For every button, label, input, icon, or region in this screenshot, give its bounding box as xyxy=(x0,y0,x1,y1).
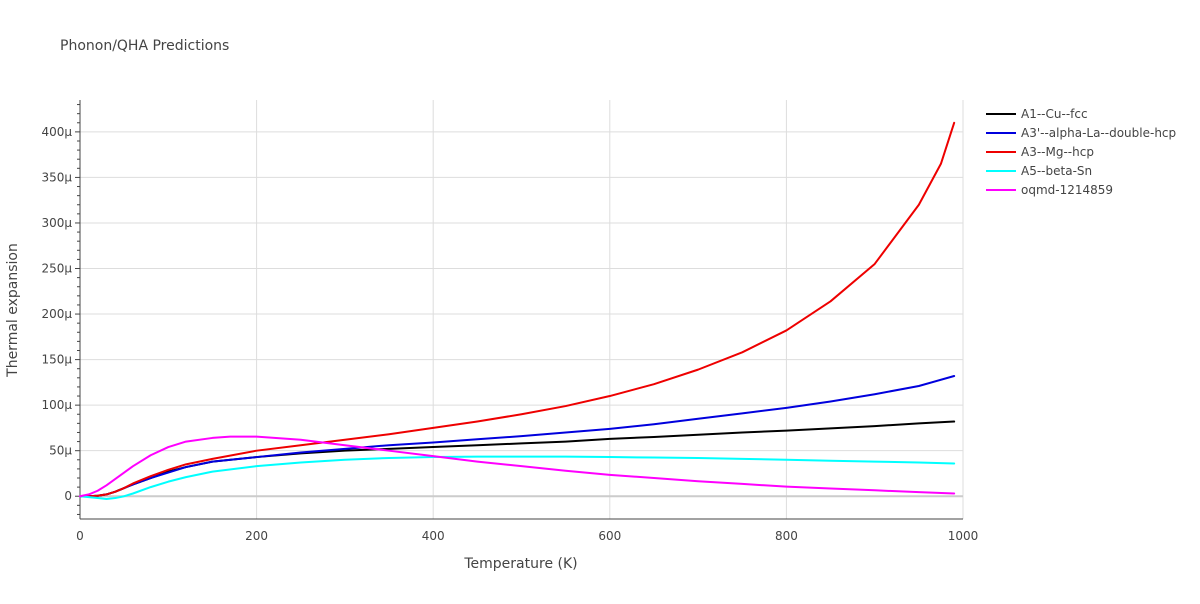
y-tick-label: 50μ xyxy=(49,444,72,458)
x-tick-label: 600 xyxy=(598,529,621,543)
legend-label: A5--beta-Sn xyxy=(1021,164,1092,178)
y-tick-label: 200μ xyxy=(41,307,72,321)
series-lines xyxy=(79,121,956,500)
x-tick-label: 1000 xyxy=(948,529,979,543)
legend-label: A3--Mg--hcp xyxy=(1021,145,1094,159)
axes: 0 200 400 600 800 1000 0 50μ 100μ 150μ 200μ 250μ 300… xyxy=(41,100,978,543)
legend-label: oqmd-1214859 xyxy=(1021,183,1113,197)
x-tick-label: 800 xyxy=(775,529,798,543)
legend-item-2[interactable]: A3--Mg--hcp xyxy=(986,145,1094,159)
grid xyxy=(80,100,964,519)
series-line-1[interactable] xyxy=(79,374,956,498)
chart-title: Phonon/QHA Predictions xyxy=(60,38,229,54)
legend-label: A1--Cu--fcc xyxy=(1021,107,1088,121)
y-tick-label: 100μ xyxy=(41,398,72,412)
y-tick-label: 150μ xyxy=(41,353,72,367)
legend-item-3[interactable]: A5--beta-Sn xyxy=(986,164,1092,178)
y-tick-label: 250μ xyxy=(41,262,72,276)
series-line-2[interactable] xyxy=(79,121,956,498)
x-axis-label: Temperature (K) xyxy=(463,556,577,572)
y-tick-label: 400μ xyxy=(41,125,72,139)
y-axis-label: Thermal expansion xyxy=(5,243,21,378)
legend-item-4[interactable]: oqmd-1214859 xyxy=(986,183,1113,197)
legend-item-1[interactable]: A3'--alpha-La--double-hcp xyxy=(986,126,1176,140)
legend-label: A3'--alpha-La--double-hcp xyxy=(1021,126,1176,140)
y-tick-label: 300μ xyxy=(41,216,72,230)
y-tick-label: 350μ xyxy=(41,170,72,184)
series-line-3[interactable] xyxy=(79,455,956,500)
legend[interactable]: A1--Cu--fcc A3'--alpha-La--double-hcp A3--… xyxy=(986,107,1176,197)
legend-item-0[interactable]: A1--Cu--fcc xyxy=(986,107,1088,121)
x-tick-label: 0 xyxy=(76,529,84,543)
series-line-4[interactable] xyxy=(79,435,956,498)
x-tick-label: 200 xyxy=(245,529,268,543)
y-tick-label: 0 xyxy=(64,489,72,503)
x-tick-label: 400 xyxy=(422,529,445,543)
